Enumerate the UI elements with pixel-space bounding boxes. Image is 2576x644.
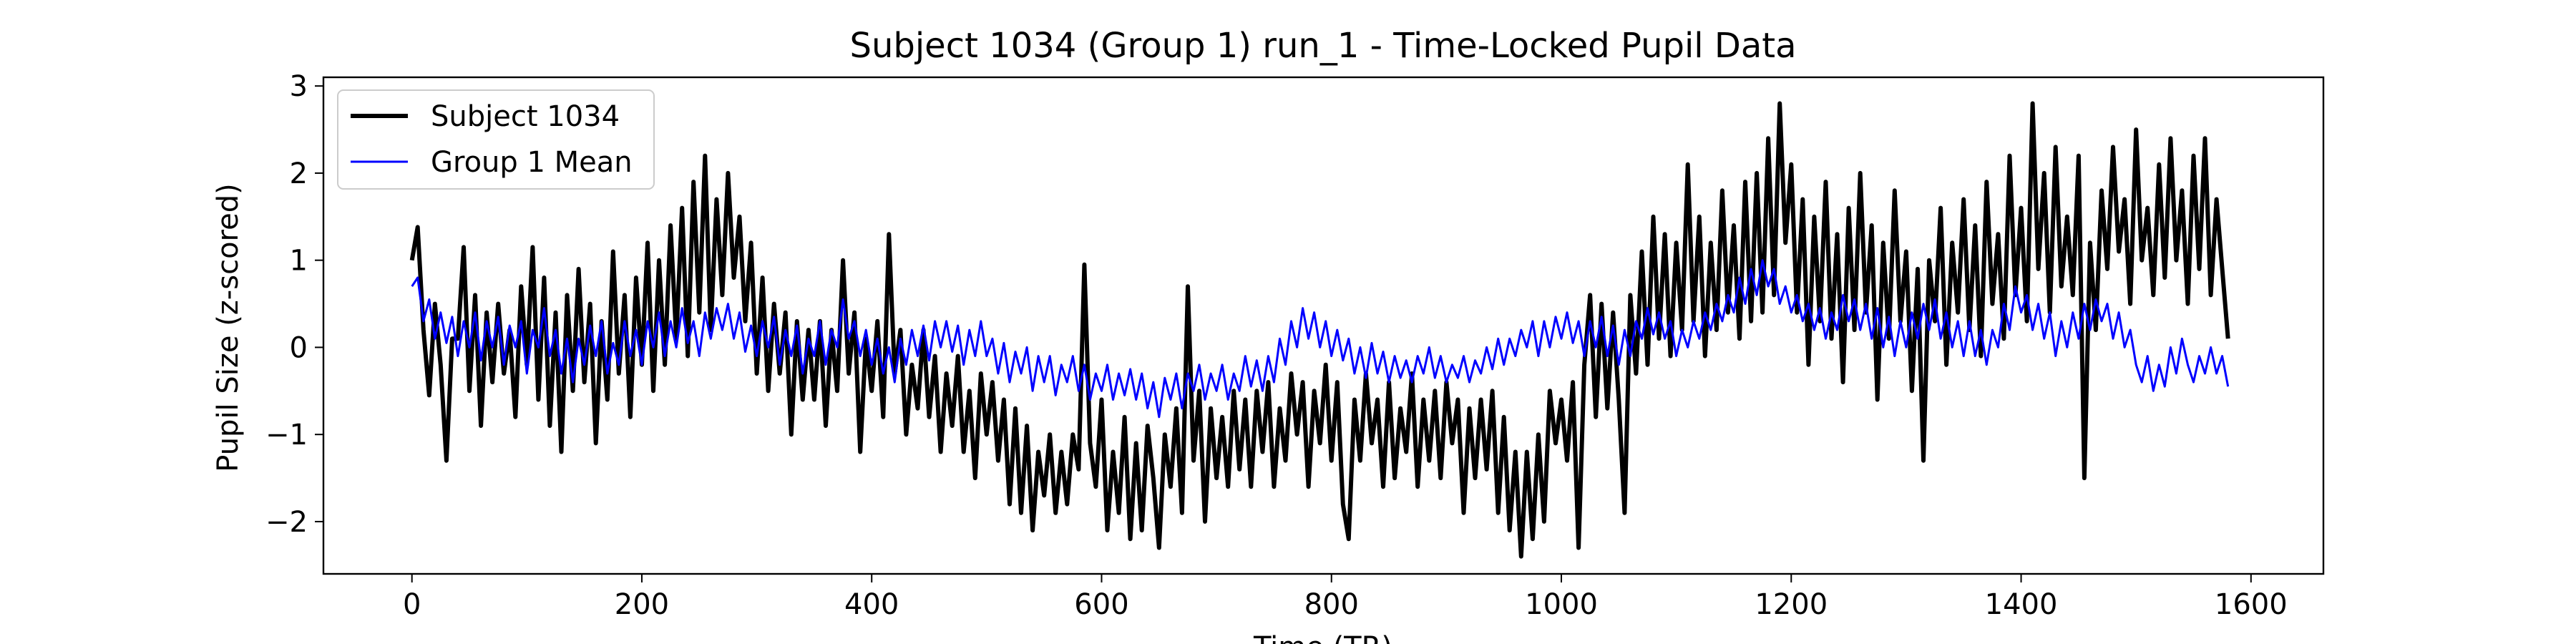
series-line-group-mean — [411, 259, 2230, 419]
x-tick-label: 200 — [615, 588, 669, 621]
x-tick-label: 1400 — [1985, 588, 2058, 621]
y-axis-label: Pupil Size (z-scored) — [212, 183, 245, 472]
chart-title: Subject 1034 (Group 1) run_1 - Time-Lock… — [849, 26, 1796, 66]
y-tick-label: 0 — [290, 331, 308, 364]
legend: Subject 1034 Group 1 Mean — [337, 89, 655, 190]
x-tick-label: 400 — [844, 588, 899, 621]
y-tick-label: −1 — [265, 419, 308, 452]
y-tick-label: 1 — [290, 245, 308, 278]
plot-area — [409, 101, 2230, 559]
plot-frame — [322, 76, 2325, 575]
y-tick-label: 3 — [290, 70, 308, 103]
legend-label-group-mean: Group 1 Mean — [431, 146, 633, 179]
x-axis-label: Time (TR) — [1253, 631, 1392, 644]
y-tick-label: −2 — [265, 506, 308, 539]
x-tick-label: 1000 — [1525, 588, 1598, 621]
x-tick-label: 1200 — [1755, 588, 1828, 621]
legend-box — [337, 89, 655, 190]
x-tick-label: 600 — [1074, 588, 1128, 621]
x-axis: 0 200 400 600 800 1000 1200 1400 1600 — [403, 574, 2288, 621]
series-line-subject — [409, 101, 2230, 559]
y-tick-label: 2 — [290, 157, 308, 190]
legend-label-subject: Subject 1034 — [431, 100, 620, 133]
x-tick-label: 0 — [403, 588, 421, 621]
x-tick-label: 800 — [1304, 588, 1359, 621]
y-axis: −2 −1 0 1 2 3 — [265, 70, 323, 539]
x-tick-label: 1600 — [2215, 588, 2288, 621]
